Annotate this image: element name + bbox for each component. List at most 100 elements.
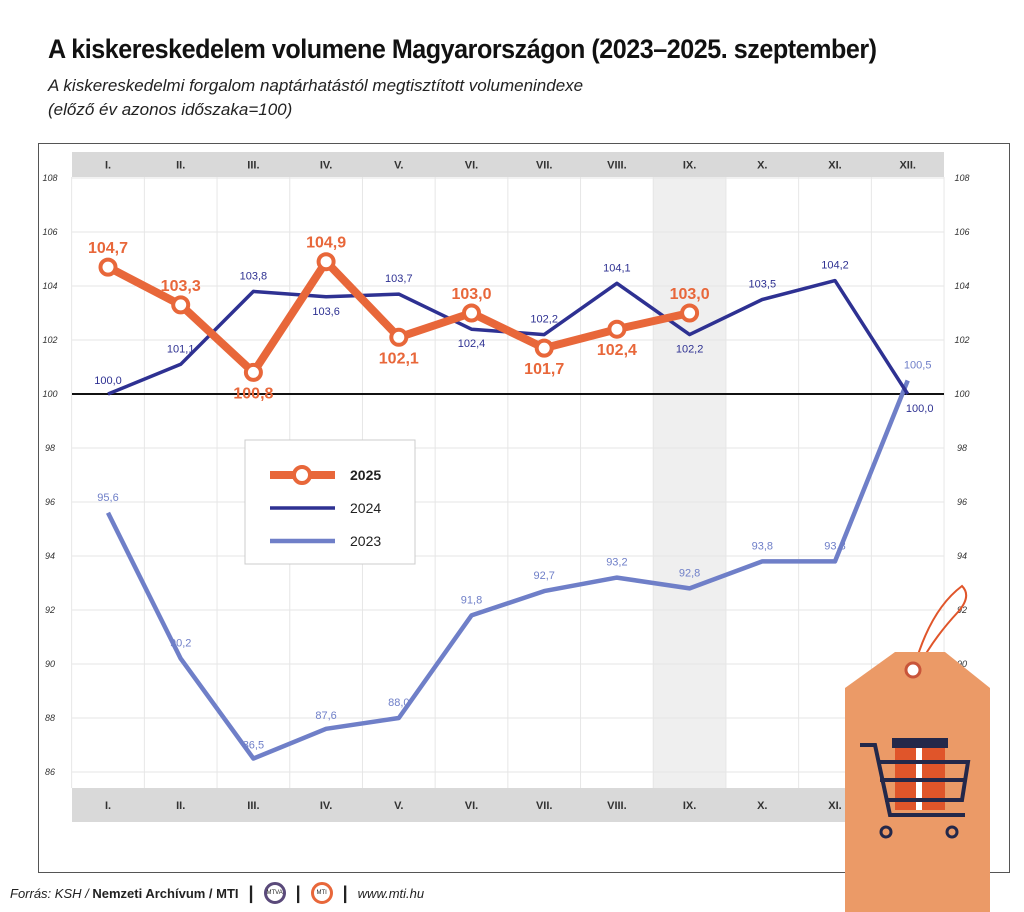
x-tick-label: X. bbox=[757, 800, 767, 812]
data-label-2025: 103,3 bbox=[161, 278, 201, 295]
x-tick-label: XII. bbox=[899, 160, 916, 172]
data-point-2025 bbox=[316, 252, 336, 272]
y-tick-label-right: 98 bbox=[957, 443, 967, 453]
x-tick-label: VIII. bbox=[607, 160, 627, 172]
y-tick-label-left: 96 bbox=[45, 497, 55, 507]
y-tick-label-left: 86 bbox=[45, 767, 55, 777]
mtva-logo: MTVA bbox=[263, 882, 286, 904]
gift-lid bbox=[892, 738, 948, 748]
website-link[interactable]: www.mti.hu bbox=[357, 885, 425, 901]
y-tick-label-right: 106 bbox=[954, 227, 969, 237]
y-tick-label-left: 102 bbox=[42, 335, 57, 345]
x-tick-label: I. bbox=[105, 800, 111, 812]
x-tick-label: V. bbox=[394, 800, 403, 812]
legend-label-2023: 2023 bbox=[350, 533, 381, 549]
data-point-2025 bbox=[462, 303, 481, 323]
highlight-column bbox=[653, 177, 726, 788]
x-tick-label: IX. bbox=[683, 160, 696, 172]
legend-box bbox=[244, 439, 416, 565]
data-label-2024: 101,1 bbox=[167, 343, 195, 355]
data-point-2025 bbox=[534, 338, 554, 358]
cart-wheel bbox=[879, 825, 893, 839]
data-point-2025 bbox=[389, 327, 409, 347]
x-tick-label: I. bbox=[105, 160, 111, 172]
y-tick-label-left: 106 bbox=[42, 227, 57, 237]
data-label-2023: 87,6 bbox=[315, 710, 336, 722]
data-point-2025 bbox=[243, 362, 263, 382]
month-band-bottom bbox=[72, 788, 944, 822]
y-tick-label-left: 100 bbox=[42, 389, 57, 399]
source-name: Nemzeti Archívum / MTI bbox=[92, 885, 239, 901]
x-tick-label: VII. bbox=[536, 160, 553, 172]
month-band-top bbox=[72, 152, 944, 177]
y-tick-label-left: 108 bbox=[42, 173, 57, 183]
y-tick-label-left: 88 bbox=[45, 713, 55, 723]
x-tick-label: VI. bbox=[465, 160, 478, 172]
legend-label-2024: 2024 bbox=[350, 500, 381, 516]
x-tick-label: VI. bbox=[465, 800, 478, 812]
tag-hole bbox=[904, 661, 922, 679]
data-label-2025: 103,0 bbox=[451, 286, 491, 303]
y-tick-label-right: 90 bbox=[957, 659, 967, 669]
mti-logo: MTI bbox=[310, 882, 333, 904]
x-tick-label: XI. bbox=[828, 160, 841, 172]
y-tick-label-left: 94 bbox=[45, 551, 55, 561]
data-label-2023: 92,8 bbox=[679, 567, 700, 579]
data-label-2025: 104,9 bbox=[306, 235, 346, 252]
y-tick-label-right: 94 bbox=[957, 551, 967, 561]
data-label-2025: 103,0 bbox=[670, 286, 710, 303]
y-tick-label-right: 96 bbox=[957, 497, 967, 507]
series-line-2023 bbox=[105, 379, 910, 761]
x-tick-label: IX. bbox=[683, 800, 696, 812]
data-label-2023: 100,5 bbox=[904, 360, 932, 372]
y-tick-label-right: 92 bbox=[957, 605, 967, 615]
data-label-2024: 100,0 bbox=[94, 375, 122, 387]
data-label-2025: 102,4 bbox=[597, 342, 637, 359]
legend-label-2025: 2025 bbox=[350, 467, 381, 483]
data-label-2024: 103,6 bbox=[312, 306, 340, 318]
page-title: A kiskereskedelem volumene Magyarországo… bbox=[48, 34, 877, 64]
price-tag-icon bbox=[845, 584, 990, 912]
tag-string bbox=[913, 584, 968, 669]
y-tick-label-right: 108 bbox=[954, 173, 969, 183]
data-label-2023: 93,8 bbox=[752, 540, 773, 552]
data-label-2025: 104,7 bbox=[88, 240, 128, 257]
data-label-2024: 104,1 bbox=[603, 262, 631, 274]
data-point-2025 bbox=[607, 319, 627, 339]
data-label-2024: 103,5 bbox=[749, 279, 777, 291]
data-label-2025: 102,1 bbox=[379, 350, 419, 367]
x-tick-label: II. bbox=[176, 160, 185, 172]
x-tick-label: VII. bbox=[536, 800, 553, 812]
y-tick-label-right: 102 bbox=[954, 335, 969, 345]
data-label-2024: 103,8 bbox=[240, 270, 268, 282]
x-tick-label: IV. bbox=[320, 800, 332, 812]
data-label-2023: 93,2 bbox=[606, 557, 627, 569]
chart-frame bbox=[38, 143, 1010, 873]
data-label-2025: 100,8 bbox=[233, 385, 273, 402]
x-tick-label: V. bbox=[394, 160, 403, 172]
y-tick-label-left: 90 bbox=[45, 659, 55, 669]
y-tick-label-left: 104 bbox=[42, 281, 57, 291]
footer: Forrás: KSH / Nemzeti Archívum / MTI | M… bbox=[10, 882, 425, 904]
subtitle: A kiskereskedelmi forgalom naptárhatástó… bbox=[48, 76, 584, 95]
shopping-cart bbox=[860, 743, 971, 817]
data-label-2023: 95,6 bbox=[97, 492, 118, 504]
x-tick-label: VIII. bbox=[607, 800, 627, 812]
data-label-2023: 92,7 bbox=[533, 570, 554, 582]
source-prefix: Forrás: KSH / bbox=[10, 885, 89, 901]
data-label-2024: 102,4 bbox=[458, 338, 486, 350]
data-label-2024: 104,2 bbox=[821, 260, 849, 272]
y-tick-label-left: 98 bbox=[45, 443, 55, 453]
cart-wheel bbox=[945, 825, 959, 839]
y-tick-label-left: 92 bbox=[45, 605, 55, 615]
subtitle-base: (előző év azonos időszaka=100) bbox=[48, 100, 293, 119]
x-tick-label: XI. bbox=[828, 800, 841, 812]
legend-marker-2025 bbox=[292, 465, 312, 485]
data-label-2025: 101,7 bbox=[524, 361, 564, 378]
x-tick-label: II. bbox=[176, 800, 185, 812]
data-label-2024: 102,2 bbox=[530, 314, 558, 326]
gift-ribbon bbox=[916, 745, 922, 810]
data-label-2023: 93,8 bbox=[824, 540, 845, 552]
y-tick-label-right: 104 bbox=[954, 281, 969, 291]
